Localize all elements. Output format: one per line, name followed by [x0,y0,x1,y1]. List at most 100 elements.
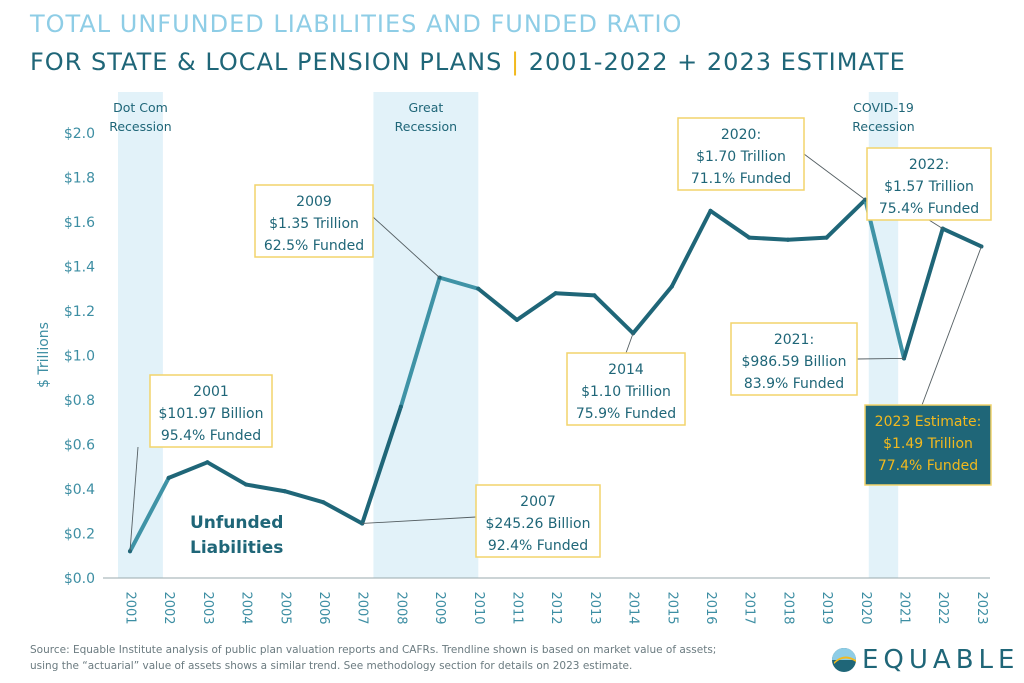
y-tick-label: $1.0 [64,349,95,365]
callout-leader [928,219,943,230]
y-tick-label: $0.0 [64,571,95,587]
y-axis-label: $ Trillions [36,322,52,388]
source-line-2: using the “actuarial” value of assets sh… [30,660,633,672]
recession-label: Recession [109,119,171,134]
callout-text: 75.4% Funded [879,201,979,217]
series-line-segment [669,208,713,289]
subtitle-separator: | [510,48,521,76]
series-line-segment [631,284,674,336]
data-point [282,489,287,494]
series-line-segment [244,482,287,494]
series-line-segment [437,275,481,291]
series-line-segment [902,226,945,361]
data-point [166,475,171,480]
y-tick-label: $1.6 [64,215,95,231]
recession-label: Great [408,100,443,115]
estimate-callout-box [864,404,992,486]
subtitle-part-b: 2001-2022 + 2023 ESTIMATE [528,48,906,76]
callout-leader [362,516,477,524]
x-tick-label: 2013 [587,591,602,624]
x-tick-label: 2002 [161,591,176,624]
callout-text: 2009 [296,194,332,210]
series-line-segment [592,293,636,336]
x-tick-label: 2012 [548,591,563,624]
x-tick-label: 2023 [974,591,989,624]
series-line-segment [360,404,403,526]
callout-text: $1.57 Trillion [884,179,974,195]
x-tick-label: 2016 [703,591,718,624]
callout-leader [921,246,982,406]
data-point [785,237,790,242]
callout-text: $1.49 Trillion [883,436,973,452]
data-point [824,235,829,240]
callout-text: $101.97 Billion [159,406,264,422]
callout-text: $1.10 Trillion [581,384,671,400]
recession-band [373,92,479,578]
series-line-segment [785,235,829,242]
callout-box [475,484,601,558]
x-tick-label: 2005 [277,591,292,624]
equable-logo [832,648,856,672]
y-tick-label: $2.0 [64,126,95,142]
data-point [398,404,403,409]
series-line-segment [824,197,868,240]
x-tick-label: 2001 [123,591,138,624]
callout-text: $1.70 Trillion [696,149,786,165]
series-line-segment [515,291,558,322]
series-line-segment [476,286,519,322]
callout-text: 83.9% Funded [744,376,844,392]
series-line-segment [708,208,752,240]
callout-text: 2021: [774,332,814,348]
series-line-segment [747,235,790,242]
callout-text: 2007 [520,494,556,510]
callout-text: 77.4% Funded [878,458,978,474]
data-point [515,317,519,322]
x-tick-label: 2011 [510,591,525,624]
series-line-segment [940,226,984,249]
callout-text: 62.5% Funded [264,238,364,254]
callout-text: 2001 [193,384,229,400]
callout-text: 2014 [608,362,644,378]
x-tick-label: 2006 [316,591,331,624]
callout-leader [625,333,634,354]
x-tick-label: 2008 [393,591,408,624]
x-tick-label: 2021 [897,591,912,624]
data-point [553,291,558,296]
callout-leader [372,216,440,278]
recession-band [118,92,163,578]
callout-box [730,322,858,396]
y-tick-label: $1.4 [64,260,95,276]
series-line-segment [166,460,210,480]
x-tick-label: 2020 [858,591,873,624]
series-line-segment [863,197,906,361]
y-tick-label: $0.8 [64,393,95,409]
series-label: Unfunded [190,513,283,533]
y-tick-label: $0.2 [64,527,95,543]
callout-text: 2022: [909,157,949,173]
source-line-1: Source: Equable Institute analysis of pu… [30,644,717,656]
y-tick-label: $0.6 [64,438,95,454]
callout-text: 75.9% Funded [576,406,676,422]
x-tick-label: 2003 [200,591,215,624]
callout-box [566,352,686,426]
recession-label: Dot Com [113,100,168,115]
x-tick-label: 2019 [819,591,834,624]
equable-logo-icon [832,648,856,672]
series-line-segment [205,460,249,487]
x-tick-label: 2015 [664,591,679,624]
callout-text: $245.26 Billion [486,516,591,532]
data-point [244,482,249,487]
callout-text: 92.4% Funded [488,538,588,554]
x-tick-label: 2010 [471,591,486,624]
x-tick-label: 2009 [432,591,447,624]
series-label: Liabilities [190,538,283,558]
y-tick-label: $0.4 [64,482,95,498]
series-line-segment [553,291,597,298]
chart-title: TOTAL UNFUNDED LIABILITIES AND FUNDED RA… [30,10,683,38]
callout-text: 2023 Estimate: [875,414,982,430]
series-line-segment [282,489,326,505]
data-point [747,235,752,240]
callout-text: $986.59 Billion [742,354,847,370]
callout-text: 2020: [721,127,761,143]
recession-label: COVID-19 [853,100,914,115]
